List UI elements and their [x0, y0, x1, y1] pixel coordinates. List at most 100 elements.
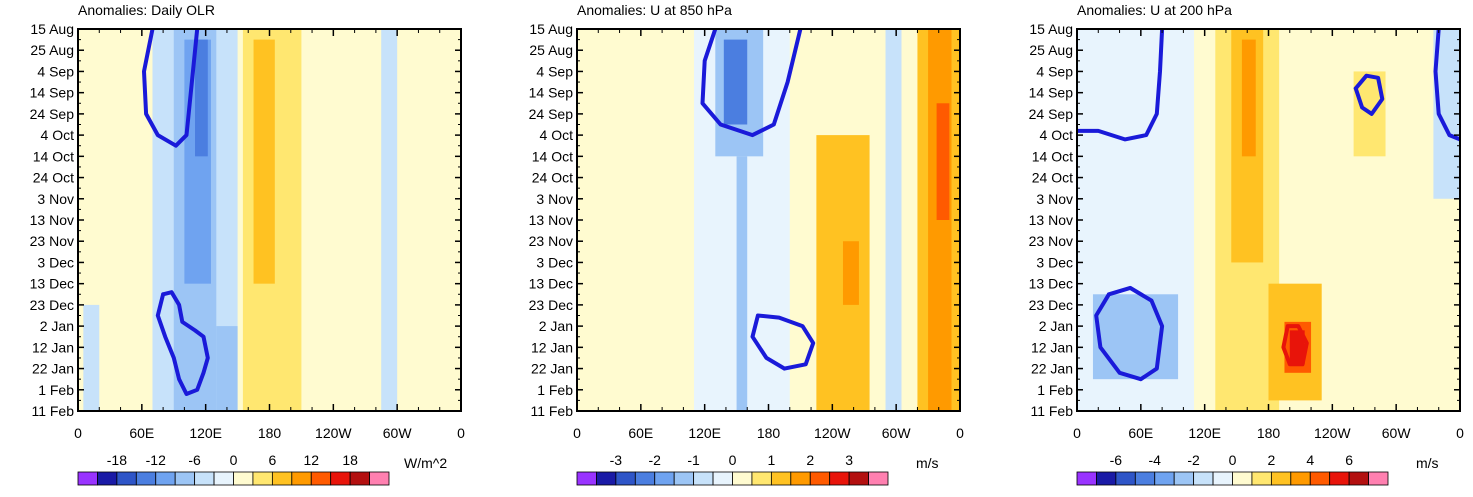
- y-tick-label: 14 Sep: [1029, 85, 1074, 101]
- colorbar-swatch: [1173, 471, 1195, 486]
- colorbar-swatch: [809, 471, 831, 486]
- colorbar-swatch: [135, 471, 157, 486]
- colorbar-swatch: [1096, 471, 1117, 486]
- colorbar-swatch: [1134, 471, 1156, 486]
- y-tick-label: 4 Sep: [1036, 63, 1073, 79]
- colorbar-label: 2: [1267, 452, 1275, 468]
- y-tick-label: 23 Dec: [529, 297, 573, 313]
- colorbar-label: 0: [230, 452, 238, 468]
- colorbar-swatch: [576, 471, 597, 486]
- y-tick-label: 12 Jan: [1031, 339, 1073, 355]
- y-tick-label: 13 Dec: [529, 276, 573, 292]
- contour-line: [155, 290, 210, 396]
- colorbar-swatch: [1329, 471, 1350, 486]
- colorbar-swatch: [596, 471, 617, 486]
- colorbar-swatch: [1212, 471, 1233, 486]
- y-tick-label: 3 Nov: [536, 191, 573, 207]
- y-tick-label: 3 Dec: [536, 254, 573, 270]
- x-tick-label: 0: [1073, 425, 1081, 441]
- colorbar-units: m/s: [1416, 455, 1439, 471]
- x-tick-label: 180: [258, 425, 282, 441]
- x-tick-label: 60E: [129, 425, 154, 441]
- x-tick-label: 180: [1257, 425, 1281, 441]
- field: [78, 29, 461, 411]
- colorbar-label: 1: [767, 452, 775, 468]
- anomaly-band: [83, 304, 100, 411]
- y-tick-label: 22 Jan: [1031, 361, 1073, 377]
- x-tick-label: 0: [457, 425, 465, 441]
- anomaly-band: [736, 156, 748, 411]
- colorbar-swatch: [330, 471, 351, 486]
- y-tick-label: 25 Aug: [1029, 42, 1073, 58]
- y-tick-label: 23 Nov: [1029, 233, 1073, 249]
- colorbar-swatch: [1076, 471, 1097, 486]
- y-tick-label: 25 Aug: [529, 42, 573, 58]
- colorbar-label: 4: [1306, 452, 1314, 468]
- colorbar-swatch: [310, 471, 332, 486]
- colorbar-swatch: [1368, 471, 1389, 486]
- contour-line: [1281, 324, 1309, 367]
- anomaly-band: [216, 326, 238, 411]
- y-tick-label: 1 Feb: [38, 382, 74, 398]
- colorbar-label: 0: [1229, 452, 1237, 468]
- anomaly-band: [407, 29, 446, 411]
- y-tick-label: 3 Dec: [37, 254, 74, 270]
- y-tick-label: 2 Jan: [1039, 318, 1073, 334]
- y-tick-label: 15 Aug: [529, 21, 573, 37]
- y-tick-label: 3 Nov: [1036, 191, 1073, 207]
- y-tick-label: 24 Sep: [1029, 106, 1074, 122]
- colorbar-swatch: [712, 471, 733, 486]
- chart-title: Anomalies: U at 200 hPa: [1077, 2, 1232, 18]
- y-tick-label: 14 Oct: [33, 148, 74, 164]
- colorbar-swatch: [1270, 471, 1292, 486]
- x-tick-label: 0: [1456, 425, 1464, 441]
- colorbar-swatch: [1290, 471, 1311, 486]
- x-tick-label: 120W: [315, 425, 352, 441]
- colorbar-swatch: [829, 471, 850, 486]
- anomaly-band: [577, 29, 657, 411]
- x-tick-label: 0: [74, 425, 82, 441]
- colorbar-label: 0: [729, 452, 737, 468]
- anomaly-band: [885, 29, 902, 411]
- y-tick-label: 14 Oct: [1032, 148, 1073, 164]
- y-tick-label: 2 Jan: [539, 318, 573, 334]
- y-tick-label: 14 Sep: [30, 85, 75, 101]
- colorbar-label: 12: [303, 452, 319, 468]
- colorbar-swatch: [732, 471, 753, 486]
- colorbar-label: 6: [1345, 452, 1353, 468]
- y-tick-label: 23 Nov: [30, 233, 74, 249]
- colorbar-swatch: [770, 471, 792, 486]
- colorbar-swatch: [848, 471, 869, 486]
- anomaly-band: [1092, 294, 1179, 380]
- y-tick-label: 23 Dec: [1029, 297, 1073, 313]
- anomaly-band: [1241, 39, 1256, 157]
- y-tick-label: 23 Dec: [30, 297, 74, 313]
- anomaly-band: [842, 241, 859, 305]
- y-tick-label: 24 Sep: [529, 106, 574, 122]
- y-tick-label: 11 Feb: [530, 403, 573, 419]
- y-tick-label: 13 Dec: [1029, 276, 1073, 292]
- colorbar-swatch: [97, 471, 118, 486]
- colorbar-swatch: [1251, 471, 1272, 486]
- anomaly-band: [723, 39, 748, 125]
- colorbar-label: -18: [107, 452, 127, 468]
- colorbar-units: m/s: [916, 455, 939, 471]
- anomaly-band: [1289, 330, 1305, 365]
- y-tick-label: 23 Nov: [529, 233, 573, 249]
- y-tick-label: 13 Nov: [30, 212, 74, 228]
- anomaly-band: [253, 39, 275, 284]
- x-tick-label: 60W: [383, 425, 413, 441]
- colorbar-swatch: [693, 471, 714, 486]
- colorbar-swatch: [615, 471, 636, 486]
- x-tick-label: 0: [573, 425, 581, 441]
- y-tick-label: 4 Sep: [536, 63, 573, 79]
- contour-line: [700, 29, 803, 138]
- colorbar-swatch: [77, 471, 98, 486]
- y-tick-label: 24 Oct: [532, 170, 573, 186]
- colorbar-swatch: [790, 471, 811, 486]
- colorbar-label: 2: [806, 452, 814, 468]
- colorbar-label: -1: [687, 452, 700, 468]
- colorbar-units: W/m^2: [404, 455, 447, 471]
- colorbar-swatch: [252, 471, 273, 486]
